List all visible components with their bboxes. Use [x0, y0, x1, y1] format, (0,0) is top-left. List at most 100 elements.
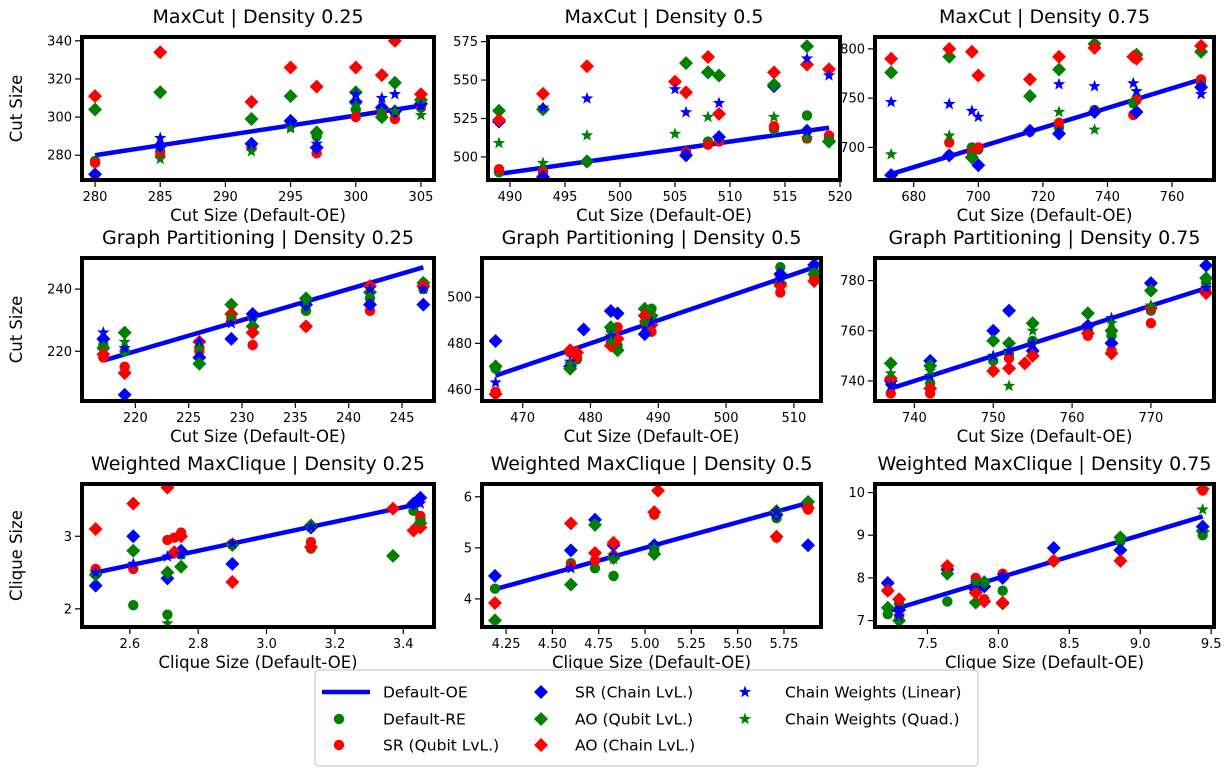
series-line-default-oe [498, 125, 830, 177]
point-chain-weights-quad [310, 129, 323, 142]
point-ao-chain-lvl [385, 501, 400, 516]
point-ao-chain-lvl [1025, 348, 1040, 363]
point-ao-qubit-lvl [883, 356, 898, 371]
point-chain-weights-linear [363, 282, 377, 295]
point-chain-weights-quad [1127, 96, 1140, 109]
point-ao-chain-lvl [413, 87, 428, 102]
point-ao-chain-lvl [647, 505, 662, 520]
point-chain-weights-quad [193, 341, 206, 354]
point-sr-chain-lvl [884, 168, 899, 180]
point-chain-weights-linear [884, 379, 897, 392]
y-tick-label: 3 [64, 530, 72, 545]
subplot: Weighted MaxClique | Density 0.25 2.6 2.8 3… [7, 453, 436, 672]
subplot: MaxCut | Density 0.75 680 700 720 740 760 700 7… [840, 6, 1216, 225]
point-ao-chain-lvl [807, 274, 821, 289]
point-ao-chain-lvl [801, 501, 816, 516]
x-tick-label: 5.50 [723, 637, 752, 652]
subplot-title: MaxCut | Density 0.25 [152, 6, 363, 28]
point-sr-chain-lvl [1194, 80, 1209, 95]
point-chain-weights-linear [884, 95, 898, 108]
x-tick-label: 285 [148, 190, 173, 205]
y-tick-label: 220 [47, 345, 72, 360]
y-tick-label: 280 [47, 149, 72, 164]
point-ao-chain-lvl [767, 65, 781, 80]
point-ao-qubit-lvl [283, 89, 298, 104]
point-ao-chain-lvl [800, 57, 814, 72]
x-axis-label: Cut Size (Default-OE) [170, 427, 346, 446]
point-ao-qubit-lvl [563, 361, 578, 376]
y-tick-label: 800 [840, 42, 865, 57]
point-sr-chain-lvl [1143, 276, 1158, 291]
point-ao-chain-lvl [1087, 40, 1102, 55]
point-sr-chain-lvl [971, 158, 986, 173]
x-tick-label: 515 [773, 190, 798, 205]
y-tick-label: 9 [857, 529, 865, 544]
x-tick-label: 5.00 [631, 637, 660, 652]
legend: Default-OE Default-RE SR (Qubit LvL.) SR (C… [314, 669, 979, 767]
x-tick-label: 740 [1095, 190, 1120, 205]
point-chain-weights-quad [414, 515, 427, 527]
subplot: MaxCut | Density 0.25 280 285 290 295 300 305 2… [7, 6, 436, 225]
point-chain-weights-linear [226, 537, 239, 549]
point-chain-weights-quad [492, 136, 506, 149]
point-ao-qubit-lvl [1143, 283, 1158, 298]
point-ao-qubit-lvl [603, 320, 618, 335]
x-tick-label: 4.50 [538, 637, 567, 652]
point-sr-chain-lvl [712, 129, 726, 144]
point-sr-qubit-lvl [885, 388, 896, 399]
data-layer [88, 37, 428, 180]
point-ao-chain-lvl [88, 522, 103, 537]
point-chain-weights-quad [884, 366, 897, 379]
point-ao-qubit-lvl [117, 325, 132, 340]
point-chain-weights-linear [388, 87, 402, 100]
point-ao-chain-lvl [964, 44, 979, 59]
point-ao-chain-lvl [986, 363, 1001, 378]
point-chain-weights-quad [580, 128, 594, 141]
point-ao-qubit-lvl [940, 566, 955, 581]
point-chain-weights-quad [489, 359, 502, 372]
point-default-re [589, 563, 601, 574]
y-tick-label: 240 [47, 283, 72, 298]
point-ao-chain-lvl [637, 308, 652, 323]
y-tick-label: 10 [848, 486, 865, 501]
point-ao-chain-lvl [923, 381, 938, 396]
point-sr-qubit-lvl [589, 555, 601, 566]
x-axis-label: Cut Size (Default-OE) [957, 206, 1133, 225]
y-tick-label: 760 [840, 324, 865, 339]
point-sr-chain-lvl [1113, 543, 1128, 558]
legend-chain-weights-linear-swatch [738, 685, 752, 698]
point-chain-weights-linear [1130, 84, 1143, 97]
point-ao-qubit-lvl [174, 559, 189, 574]
point-sr-chain-lvl [1046, 541, 1061, 556]
point-chain-weights-linear [774, 272, 787, 285]
x-tick-label: 500 [714, 411, 739, 426]
legend-ao-chain-lvl-label: AO (Chain LvL.) [575, 737, 695, 755]
point-chain-weights-quad [884, 147, 898, 160]
subplot: Weighted MaxClique | Density 0.5 4.25 4.50… [464, 453, 823, 672]
point-sr-qubit-lvl [89, 157, 101, 169]
point-ao-chain-lvl [1017, 356, 1032, 371]
point-sr-chain-lvl [488, 334, 503, 349]
point-sr-qubit-lvl [493, 164, 505, 175]
point-ao-chain-lvl [126, 496, 141, 511]
legend-chain-weights-linear-label: Chain Weights (Linear) [785, 684, 961, 702]
point-chain-weights-quad [604, 334, 617, 347]
x-tick-label: 4.75 [584, 637, 613, 652]
point-ao-qubit-lvl [1113, 530, 1128, 545]
legend-frame [314, 669, 979, 767]
point-ao-chain-lvl [977, 594, 992, 609]
point-ao-qubit-lvl [1104, 323, 1119, 338]
point-chain-weights-linear [174, 547, 188, 560]
point-ao-chain-lvl [701, 49, 715, 64]
y-axis-label: Cut Size [7, 75, 26, 143]
point-chain-weights-linear [193, 335, 206, 348]
x-tick-label: 500 [608, 190, 633, 205]
axes-frame [873, 35, 1216, 182]
point-ao-chain-lvl [892, 592, 907, 607]
point-ao-chain-lvl [712, 106, 726, 121]
point-ao-chain-lvl [884, 51, 899, 66]
data-layer [883, 258, 1214, 399]
point-chain-weights-quad [1026, 324, 1039, 337]
point-chain-weights-linear [246, 310, 259, 323]
